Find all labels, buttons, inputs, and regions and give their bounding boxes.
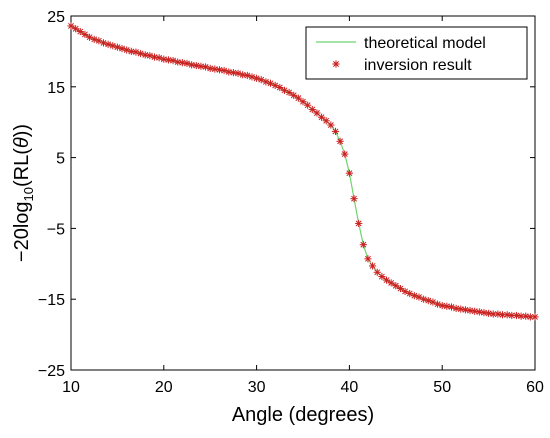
y-axis-label-subscript: 10 [21, 187, 36, 201]
legend-star-swatch [332, 60, 340, 68]
data-point-inversion-result [359, 241, 367, 249]
legend-star-marker [332, 60, 340, 68]
data-point-inversion-result [192, 61, 200, 70]
data-point-inversion-result [285, 88, 293, 97]
x-axis-label: Angle (degrees) [232, 404, 374, 426]
data-point-inversion-result [480, 309, 488, 317]
legend: theoretical model inversion result [305, 26, 528, 80]
data-point-inversion-result [327, 121, 335, 129]
data-point-inversion-result [387, 279, 395, 287]
data-point-inversion-result [345, 169, 353, 177]
data-point-inversion-result [466, 306, 474, 315]
legend-entry-inversion-result: inversion result [364, 57, 472, 74]
data-point-inversion-result [109, 42, 117, 50]
data-point-inversion-result [331, 127, 340, 136]
y-tick-label: −15 [38, 292, 65, 309]
x-tick-label: 30 [248, 379, 266, 396]
data-point-inversion-result [150, 53, 159, 61]
data-point-inversion-result [382, 276, 391, 284]
data-point-inversion-result [215, 66, 224, 74]
data-point-inversion-result [322, 117, 330, 125]
data-point-inversion-result [452, 304, 460, 313]
data-point-inversion-result [206, 64, 214, 72]
data-point-inversion-result [164, 56, 173, 64]
data-point-inversion-result [336, 137, 344, 145]
data-point-inversion-result [225, 68, 233, 76]
data-point-inversion-result [127, 47, 135, 55]
data-point-inversion-result [498, 311, 507, 319]
data-point-inversion-result [160, 55, 168, 63]
y-axis-label: −20log10(RL(θ)) [11, 124, 36, 262]
data-point-inversion-result [76, 27, 84, 36]
data-point-inversion-result [378, 272, 386, 281]
y-tick-label: −25 [38, 363, 65, 380]
data-point-inversion-result [471, 307, 479, 315]
data-point-inversion-result [494, 310, 502, 318]
data-point-inversion-result [178, 59, 186, 67]
data-point-inversion-result [317, 113, 326, 121]
data-point-inversion-result [188, 61, 196, 69]
data-point-inversion-result [239, 71, 247, 79]
data-point-inversion-result [438, 301, 446, 310]
data-point-inversion-result [211, 65, 219, 73]
data-point-inversion-result [350, 195, 358, 203]
data-point-inversion-result [174, 58, 182, 66]
y-axis-label-theta: θ [11, 137, 33, 148]
y-axis-label-prefix: −20log [11, 201, 33, 262]
data-point-inversion-result [485, 309, 493, 317]
ticks-layer: 10 20 30 40 50 60 25 15 5 −5 −15 −25 [38, 9, 544, 396]
data-point-inversion-result [304, 101, 312, 109]
legend-box [305, 26, 528, 80]
x-tick-label: 20 [155, 379, 173, 396]
data-point-inversion-result [457, 305, 465, 313]
series-layer [67, 22, 539, 321]
data-point-inversion-result [443, 302, 451, 310]
y-tick-label: 5 [56, 151, 65, 168]
y-tick-label: 15 [47, 80, 65, 97]
y-axis-label-close: )) [11, 124, 33, 137]
x-tick-label: 60 [526, 379, 544, 396]
data-point-inversion-result [475, 308, 483, 316]
y-tick-label: −5 [47, 221, 65, 238]
data-point-inversion-result [294, 94, 302, 102]
data-point-inversion-result [141, 51, 149, 59]
data-point-inversion-result [364, 255, 372, 263]
data-point-inversion-result [197, 62, 205, 70]
data-point-inversion-result [299, 98, 307, 106]
x-tick-label: 10 [62, 379, 80, 396]
data-point-inversion-result [512, 311, 521, 320]
data-point-inversion-result [229, 69, 237, 77]
x-tick-label: 50 [433, 379, 451, 396]
y-axis-label-open: (RL( [11, 148, 33, 187]
data-point-inversion-result [369, 262, 377, 270]
y-tick-label: 25 [47, 9, 65, 26]
data-point-inversion-result [355, 219, 363, 228]
data-point-inversion-result [341, 150, 349, 158]
data-point-inversion-result [531, 313, 539, 321]
data-point-inversion-result [313, 109, 321, 117]
data-point-inversion-result [461, 306, 469, 314]
x-tick-label: 40 [341, 379, 359, 396]
data-point-inversion-result [522, 312, 530, 320]
data-point-inversion-result [248, 73, 256, 81]
data-point-inversion-result [308, 105, 316, 114]
data-point-inversion-result [503, 311, 511, 319]
legend-entry-theoretical-model: theoretical model [364, 35, 486, 52]
data-point-inversion-result [373, 268, 381, 276]
